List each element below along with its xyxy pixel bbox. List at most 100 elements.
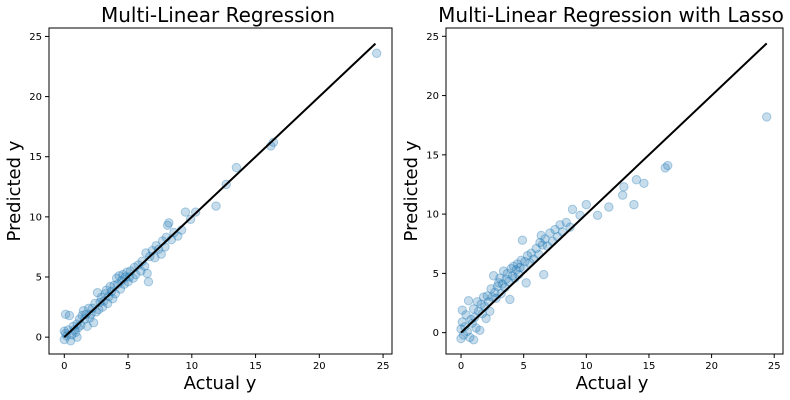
data-point xyxy=(487,292,498,302)
data-point xyxy=(485,306,495,317)
data-point xyxy=(565,222,575,232)
data-point xyxy=(516,255,526,266)
data-point xyxy=(521,278,531,288)
points-group xyxy=(456,112,772,345)
data-point xyxy=(535,237,545,248)
chart-left: Multi-Linear Regression 0 5 10 15 20 25 0 5 10 15… xyxy=(4,3,393,394)
data-point xyxy=(101,285,112,295)
data-point xyxy=(78,305,89,316)
y-tick-label: 15 xyxy=(426,150,439,161)
tick-group: 0 5 10 15 20 25 0 5 10 15 20 25 xyxy=(426,32,780,372)
data-point xyxy=(472,297,483,307)
data-point xyxy=(268,137,279,147)
data-point xyxy=(503,276,514,287)
data-point xyxy=(545,228,555,238)
data-point xyxy=(517,235,528,245)
data-point xyxy=(522,250,533,261)
data-point xyxy=(508,261,519,271)
data-point xyxy=(493,278,504,288)
data-point xyxy=(102,298,113,309)
data-point xyxy=(617,190,628,200)
chart-title: Multi-Linear Regression xyxy=(101,3,335,27)
data-point xyxy=(468,304,479,314)
y-tick-label: 15 xyxy=(29,152,42,163)
y-tick-label: 25 xyxy=(426,32,439,43)
data-point xyxy=(581,199,592,210)
data-point xyxy=(512,259,523,269)
data-point xyxy=(69,325,80,335)
data-point xyxy=(762,112,772,122)
data-point xyxy=(111,273,122,283)
data-point xyxy=(592,210,603,221)
data-point xyxy=(507,271,518,281)
x-axis-label: Actual y xyxy=(576,373,649,394)
data-point xyxy=(88,318,99,328)
data-point xyxy=(457,317,467,327)
data-point xyxy=(81,309,91,320)
chart-title: Multi-Linear Regression with Lasso xyxy=(438,3,784,27)
data-point xyxy=(561,217,571,228)
data-point xyxy=(113,279,123,289)
plot-frame xyxy=(445,27,784,355)
x-tick-label: 20 xyxy=(313,361,326,372)
data-point xyxy=(162,220,173,230)
data-point xyxy=(490,287,500,298)
data-point xyxy=(59,334,70,345)
data-point xyxy=(536,230,546,241)
data-point xyxy=(506,263,516,274)
data-point xyxy=(461,310,471,320)
x-tick-label: 25 xyxy=(377,361,390,372)
data-point xyxy=(511,265,521,275)
y-axis-label: Predicted y xyxy=(401,140,422,241)
data-point xyxy=(136,266,146,276)
y-tick-label: 20 xyxy=(426,91,439,102)
data-point xyxy=(371,48,382,58)
data-point xyxy=(105,281,115,292)
data-point xyxy=(492,281,503,292)
data-point xyxy=(470,312,480,322)
data-point xyxy=(137,256,147,267)
data-point xyxy=(141,248,151,258)
data-point xyxy=(482,291,493,301)
data-point xyxy=(114,271,124,281)
data-point xyxy=(150,253,160,263)
data-point xyxy=(471,323,481,333)
data-point xyxy=(64,310,75,321)
data-point xyxy=(164,218,174,228)
data-point xyxy=(663,160,673,171)
data-point xyxy=(537,240,548,250)
y-tick-label: 10 xyxy=(426,210,439,221)
x-tick-label: 15 xyxy=(643,361,656,372)
data-point xyxy=(92,287,103,298)
data-point xyxy=(567,204,578,215)
data-point xyxy=(497,279,508,289)
data-point xyxy=(71,327,81,338)
data-point xyxy=(456,333,466,344)
data-point xyxy=(65,336,76,346)
data-point xyxy=(555,220,565,230)
data-point xyxy=(520,256,530,267)
data-point xyxy=(631,175,642,185)
y-tick-label: 20 xyxy=(29,92,42,103)
data-point xyxy=(211,201,221,211)
data-point xyxy=(550,224,560,235)
data-point xyxy=(515,262,525,273)
data-point xyxy=(457,305,467,315)
data-point xyxy=(142,268,152,279)
data-point xyxy=(82,321,92,332)
data-point xyxy=(475,325,485,335)
data-point xyxy=(116,275,127,286)
data-point xyxy=(128,273,138,283)
data-point xyxy=(604,202,614,212)
data-point xyxy=(173,231,183,241)
data-point xyxy=(540,234,550,244)
data-point xyxy=(531,243,541,254)
data-point xyxy=(60,328,71,339)
plot-frame xyxy=(48,27,393,355)
data-point xyxy=(619,182,629,192)
data-point xyxy=(87,303,98,313)
data-point xyxy=(133,260,143,270)
data-point xyxy=(629,199,639,210)
data-point xyxy=(476,299,486,309)
data-point xyxy=(463,295,474,306)
